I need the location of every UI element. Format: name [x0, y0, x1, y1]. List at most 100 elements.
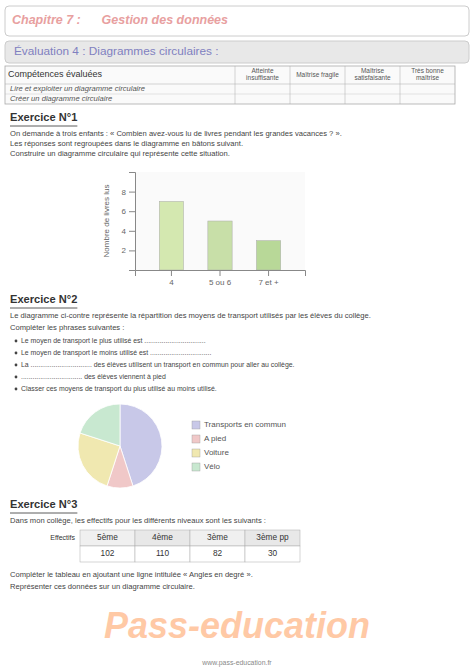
x-tick-label: 5 ou 6: [209, 278, 232, 287]
table-cell: [190, 546, 245, 562]
bar: [159, 201, 183, 270]
axis-domain: [129, 173, 136, 271]
table-header: 4ème: [152, 532, 173, 542]
bars: [159, 201, 280, 270]
y-tick-label: 4: [122, 227, 127, 236]
legend-label: A pied: [204, 434, 226, 443]
bullet: [15, 352, 18, 355]
table-header: Compétences évaluées: [8, 69, 103, 79]
plot-background: [135, 172, 305, 270]
bar: [256, 241, 280, 270]
bullet-text: ................................ des élè…: [21, 373, 166, 381]
table-cell: [80, 530, 135, 546]
underline: [10, 513, 77, 514]
exercise-text: Dans mon collège, les effectifs pour les…: [10, 516, 266, 525]
exercise-text: Compléter le tableau en ajoutant une lig…: [10, 570, 253, 579]
y-axis-title: Nombre de livres lus: [102, 185, 111, 258]
exercise-text: Représenter ces données sur un diagramme…: [10, 582, 195, 591]
x-tick: 4: [169, 270, 174, 287]
exercise-text: Les réponses sont regroupées dans le dia…: [10, 139, 243, 148]
y-tick-mark: [129, 231, 135, 232]
bullet: [15, 376, 18, 379]
x-tick-mark: [268, 270, 269, 276]
legend-swatch: [192, 449, 200, 457]
y-tick-mark: [129, 211, 135, 212]
legend: Transports en commun A pied Voiture Vélo: [192, 420, 286, 471]
bullet-text: Classer ces moyens de transport du plus …: [21, 385, 217, 393]
exercise-text: Le diagramme ci-contre représente la rép…: [10, 311, 371, 320]
eval-title: Évaluation 4 : Diagrammes circulaires :: [14, 44, 219, 58]
x-tick-label: 4: [169, 278, 174, 287]
legend-swatch: [192, 463, 200, 471]
y-tick: 8: [122, 188, 135, 197]
table-cell: [135, 530, 190, 546]
header-box: [5, 6, 469, 36]
page: Chapitre 7 : Gestion des données Évaluati…: [0, 0, 474, 671]
pie-chart: [78, 404, 162, 488]
y-tick-mark: [129, 192, 135, 193]
table-label: Effectifs: [50, 534, 75, 541]
underline: [10, 126, 77, 127]
table-header: 3ème: [207, 532, 228, 542]
bullet: [15, 340, 18, 343]
legend-label: Voiture: [204, 448, 229, 457]
bar: [208, 221, 232, 270]
table-cell: [80, 546, 135, 562]
y-tick-label: 2: [122, 246, 127, 255]
table-header: Très bonnemaîtrise: [411, 67, 444, 81]
legend-label: Vélo: [204, 462, 221, 471]
axis-domain: [136, 271, 306, 277]
table-cell: [245, 546, 300, 562]
table-header: Maîtrise fragile: [296, 71, 339, 79]
x-tick-mark: [220, 270, 221, 276]
bullet: [15, 388, 18, 391]
pie-slice: [80, 404, 120, 446]
table-cell: [245, 530, 300, 546]
exercise-text: On demande à trois enfants : « Combien a…: [10, 129, 342, 138]
legend-swatch: [192, 435, 200, 443]
competence-table: [5, 66, 455, 104]
x-tick: 5 ou 6: [209, 270, 232, 287]
table-row: Créer un diagramme circulaire: [10, 94, 112, 103]
table-header: 3ème pp: [256, 532, 289, 542]
y-tick-label: 8: [122, 188, 127, 197]
axis: 4 5 ou 6 7 et +: [136, 270, 306, 287]
legend-swatch: [192, 421, 200, 429]
axis: 2 4 6 8: [122, 173, 136, 271]
exercise-text: Compléter les phrases suivantes :: [10, 323, 124, 332]
underline: [10, 308, 77, 309]
exercise-text: Construire un diagramme circulaire qui r…: [10, 149, 230, 158]
table-line: [400, 66, 401, 104]
bar-chart: 4 5 ou 6 7 et + 2 4 6 8 Nombre de livres lus: [102, 172, 306, 287]
table-value: 82: [213, 548, 223, 558]
bullet-text: Le moyen de transport le plus utilisé es…: [21, 337, 206, 345]
y-tick-label: 6: [122, 207, 127, 216]
table-cell: [190, 530, 245, 546]
website: www.pass-education.fr: [201, 659, 272, 667]
x-tick-label: 7 et +: [258, 278, 279, 287]
table-cell: [135, 546, 190, 562]
watermark: Pass-education: [104, 605, 370, 646]
bullet: [15, 364, 18, 367]
exercise-title: Exercice N°3: [10, 498, 77, 510]
exercise-title: Exercice N°1: [10, 111, 77, 123]
table-value: 110: [156, 548, 170, 558]
table-header: Maîtrisesatisfaisante: [354, 67, 391, 81]
table-header: 5ème: [97, 532, 118, 542]
chapter-title: Chapitre 7 : Gestion des données: [12, 13, 228, 27]
table-line: [345, 66, 346, 104]
exercise-title: Exercice N°2: [10, 293, 77, 305]
table-row: Lire et exploiter un diagramme circulair…: [10, 84, 145, 93]
y-tick-mark: [129, 250, 135, 251]
legend-label: Transports en commun: [204, 420, 286, 429]
x-tick-mark: [171, 270, 172, 276]
eval-banner: [5, 41, 469, 63]
table-value: 30: [268, 548, 278, 558]
table-line: [290, 66, 291, 104]
table-header: Atteinteinsuffisante: [246, 67, 279, 81]
bullet-text: Le moyen de transport le moins utilisé e…: [21, 349, 211, 357]
bullet-text: La ................................ des …: [21, 361, 295, 369]
y-tick: 4: [122, 227, 135, 236]
table-line: [235, 66, 236, 104]
y-tick: 6: [122, 207, 135, 216]
